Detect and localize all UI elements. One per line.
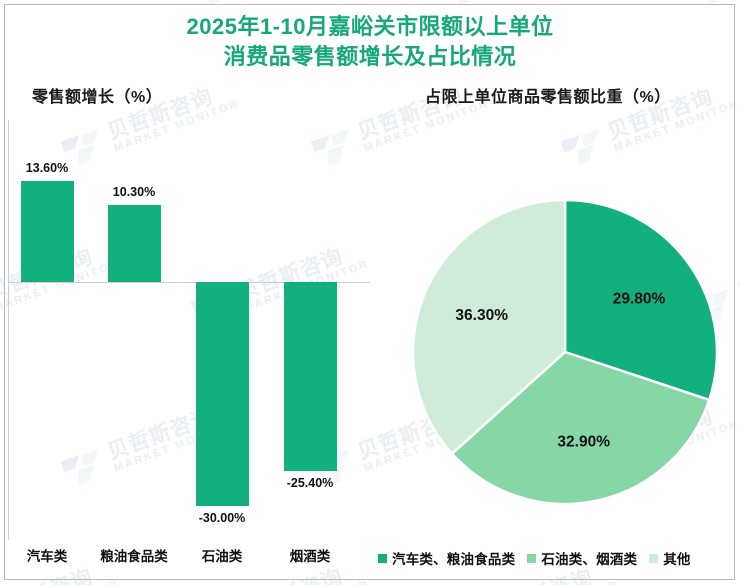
pie-slice [411, 198, 567, 456]
pie-chart-axis-title: 占限上单位商品零售额比重（%） [425, 89, 671, 106]
bar [195, 282, 249, 506]
pie-slice-label: 29.80% [613, 291, 666, 308]
legend-swatch-icon [649, 553, 659, 563]
bar-value-label: -30.00% [198, 510, 246, 525]
legend-swatch-icon [378, 553, 387, 563]
pie-slice [450, 350, 711, 506]
bar-chart-zero-line [8, 282, 370, 283]
legend-item[interactable]: 石油类、烟酒类 [527, 548, 637, 568]
pie-chart: 29.80% 32.90% 36.30% [390, 185, 740, 530]
bar-value-label: -25.40% [286, 476, 334, 491]
chart-title: 2025年1-10月嘉峪关市限额以上单位 消费品零售额增长及占比情况 [0, 12, 740, 72]
legend-label: 石油类、烟酒类 [541, 552, 638, 567]
bar [20, 180, 74, 282]
legend-item[interactable]: 汽车类、粮油食品类 [378, 548, 515, 568]
watermark-cn: 贝哲斯咨询 [735, 558, 740, 585]
bar-chart-y-axis [8, 120, 9, 540]
legend-label: 汽车类、粮油食品类 [392, 552, 516, 567]
bar-category-label: 石油类 [201, 549, 243, 564]
watermark-en: MARKET MONITOR [0, 578, 121, 585]
bar [283, 282, 337, 472]
pie-slice [563, 198, 719, 402]
chart-title-line-1: 2025年1-10月嘉峪关市限额以上单位 [186, 14, 554, 39]
bar-value-label: 10.30% [112, 185, 156, 200]
legend-item[interactable]: 其他 [649, 548, 690, 568]
bar-chart: 13.60% 汽车类 10.30% 粮油食品类 -30.00% 石油类 -25.40% 烟酒类 [0, 120, 380, 564]
bar-chart-axis-title: 零售额增长（%） [32, 89, 163, 106]
bar-value-label: 13.60% [25, 160, 69, 175]
pie-slice-label: 32.90% [557, 433, 610, 450]
bar [107, 205, 161, 282]
pie-slice-label: 36.30% [455, 307, 508, 324]
bar-category-label: 粮油食品类 [100, 549, 168, 564]
watermark-en: MARKET MONITOR [492, 578, 622, 585]
watermark-en: MARKET MONITOR [242, 578, 372, 585]
legend-swatch-icon [527, 553, 537, 563]
bar-category-label: 烟酒类 [289, 549, 331, 564]
bar-category-label: 汽车类 [26, 549, 68, 564]
pie-chart-svg: 29.80% 32.90% 36.30% [411, 198, 719, 506]
chart-title-line-2: 消费品零售额增长及占比情况 [223, 44, 517, 69]
watermark-en: MARKET MONITOR [612, 97, 740, 155]
watermark-en: MARKET MONITOR [362, 97, 492, 155]
legend-label: 其他 [663, 552, 691, 567]
pie-chart-legend: 汽车类、粮油食品类 石油类、烟酒类 其他 [378, 546, 728, 570]
